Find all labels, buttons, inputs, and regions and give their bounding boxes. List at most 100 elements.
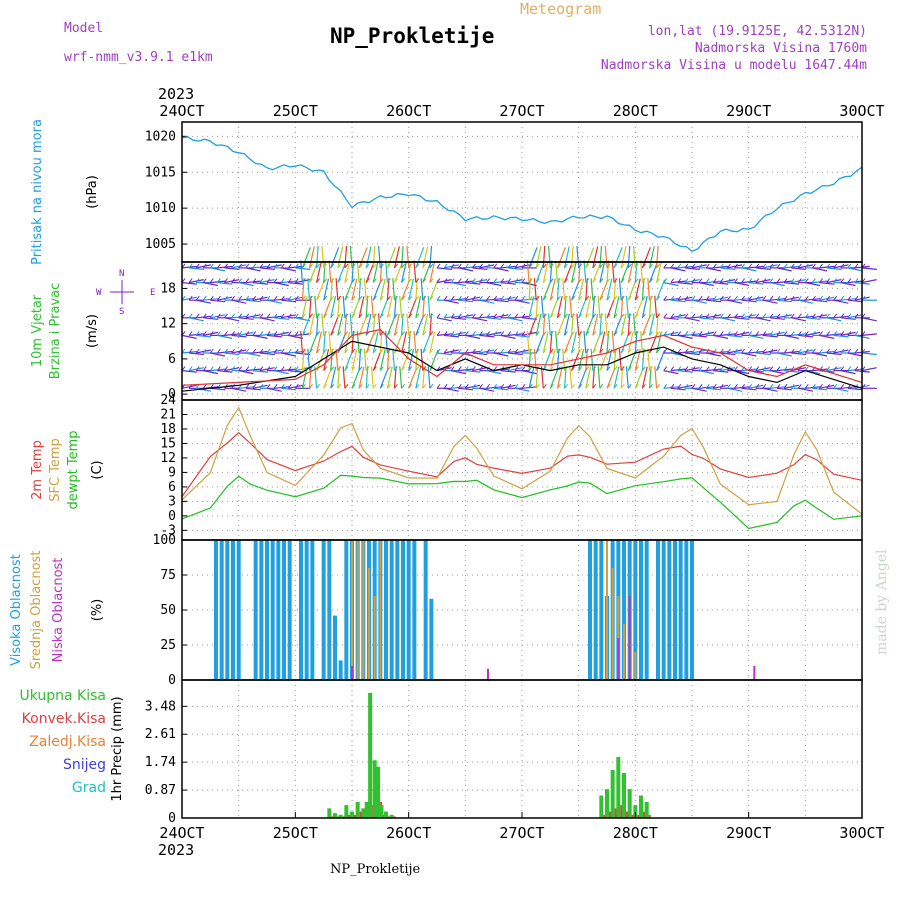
wind-barb-flag [309,331,313,336]
wind-barb-flag [479,263,483,269]
wind-barb [295,267,311,270]
wind-barb-flag [542,263,547,269]
wind-barb [571,279,581,301]
wind-barb-flag [549,331,554,336]
wind-barb-flag [712,313,717,319]
precip-legend-item: Konvek.Kisa [22,711,106,727]
wind-barb-flag [238,313,243,319]
wind-barb-flag [698,295,703,301]
wind-barb [585,296,592,318]
wind-barb [363,278,367,301]
wind-barb-flag [443,348,448,354]
wind-barb [238,317,254,320]
wind-barb-flag [457,278,462,283]
wind-barb [245,267,261,272]
wind-barb [245,314,261,319]
wind-barb [627,313,631,336]
wind-barb [203,331,219,336]
wind-barb-flag [762,278,767,283]
wind-barb-flag [514,366,519,371]
wind-barb-flag [634,313,639,319]
wind-barb-flag [316,383,321,389]
wind-barb-flag [769,278,774,283]
wind-barb [465,384,481,389]
wind-barb [465,370,481,373]
wind-barb [819,384,835,389]
wind-barb [533,278,537,301]
wind-barb-flag [224,278,228,283]
wind-barb [385,260,388,283]
wind-barb-flag [564,383,568,389]
wind-barb-flag [216,348,221,354]
wind-barb-flag [620,366,625,371]
wind-barb [585,348,588,371]
wind-barb-flag [457,383,462,389]
wind-barb-flag [783,263,788,269]
wind-barb [521,317,537,320]
high-cloud-bar [644,540,649,680]
wind-barb-flag [542,383,547,389]
temp-series-line-0 [181,431,863,497]
wind-barb-flag [656,383,660,389]
wind-barb-flag [344,295,349,301]
wind-barb-flag [649,366,653,371]
wind-barb [203,282,219,287]
wind-barb-flag [634,295,639,301]
wind-barb-flag [826,331,830,336]
wind-barb-flag [231,278,236,283]
wind-barb [633,313,636,336]
wind-barb-flag [471,295,476,301]
high-cloud-bar [282,540,286,680]
wind-barb-flag [762,263,767,269]
wind-barb [308,313,315,336]
wind-barb [684,279,700,284]
wind-barb [640,331,643,354]
wind-barb-flag [394,383,398,389]
wind-barb-flag [521,383,526,389]
tick-label-precipitation: 2.61 [145,727,176,742]
wind-barb-flag [833,366,838,371]
wind-barb [542,245,546,268]
wind-barb [627,331,634,354]
mid-cloud-bar [379,540,382,680]
wind-barb-flag [769,313,774,319]
wind-barb [620,246,627,269]
wind-barb-flag [620,331,625,336]
wind-barb [613,366,620,389]
wind-barb-flag [769,366,774,371]
wind-barb-flag [578,278,583,283]
wind-barb [819,296,835,301]
wind-barb-flag [719,331,724,336]
wind-barb [571,260,577,283]
wind-barb-flag [854,331,859,336]
wind-barb-flag [358,263,363,269]
wind-barb [378,313,381,336]
wind-barb-flag [337,295,342,301]
wind-barb [422,246,429,269]
wind-barb [833,299,849,304]
wind-barb-flag [422,295,427,301]
wind-barb [826,367,842,372]
wind-barb-flag [344,278,349,283]
wind-barb [415,296,422,318]
wind-barb-flag [528,263,533,269]
wind-barb [606,260,610,283]
wind-barb-flag [698,366,703,371]
tick-label-clouds: 50 [160,603,176,618]
wind-barb [342,366,346,389]
wind-barb-flag [436,383,441,389]
wind-barb-flag [613,295,618,301]
wind-barb-flag [549,263,554,269]
precip-total-bar [364,801,369,818]
wind-barb [458,387,474,391]
wind-barb-flag [202,366,207,371]
wind-barb [776,352,792,357]
tick-label-temperature: 18 [160,422,176,437]
wind-barb [812,352,828,357]
high-cloud-bar [259,540,264,680]
wind-ylabel2: Brzina i Pravac [48,283,63,380]
wind-barb [840,317,856,320]
wind-barb-flag [486,383,491,389]
high-cloud-bar [401,540,405,680]
wind-barb-flag [549,313,554,319]
